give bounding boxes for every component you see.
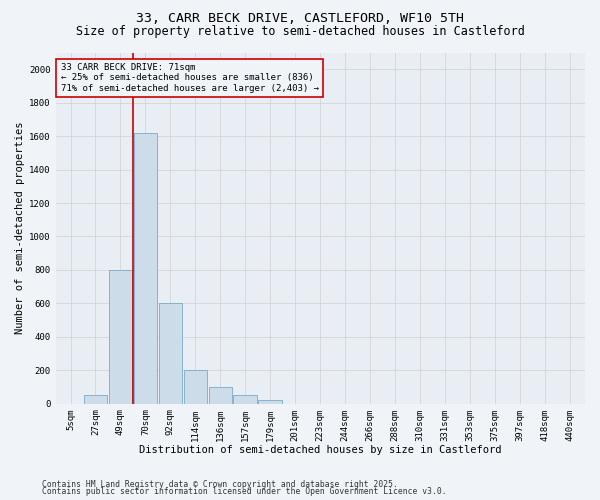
Text: Contains public sector information licensed under the Open Government Licence v3: Contains public sector information licen… <box>42 488 446 496</box>
Y-axis label: Number of semi-detached properties: Number of semi-detached properties <box>15 122 25 334</box>
Text: Size of property relative to semi-detached houses in Castleford: Size of property relative to semi-detach… <box>76 25 524 38</box>
X-axis label: Distribution of semi-detached houses by size in Castleford: Distribution of semi-detached houses by … <box>139 445 502 455</box>
Bar <box>134 133 157 404</box>
Bar <box>109 270 133 404</box>
Bar <box>184 370 207 404</box>
Bar <box>209 387 232 404</box>
Bar <box>158 304 182 404</box>
Text: 33 CARR BECK DRIVE: 71sqm
← 25% of semi-detached houses are smaller (836)
71% of: 33 CARR BECK DRIVE: 71sqm ← 25% of semi-… <box>61 63 319 93</box>
Text: 33, CARR BECK DRIVE, CASTLEFORD, WF10 5TH: 33, CARR BECK DRIVE, CASTLEFORD, WF10 5T… <box>136 12 464 26</box>
Bar <box>259 400 282 404</box>
Bar <box>83 396 107 404</box>
Bar <box>233 394 257 404</box>
Text: Contains HM Land Registry data © Crown copyright and database right 2025.: Contains HM Land Registry data © Crown c… <box>42 480 398 489</box>
